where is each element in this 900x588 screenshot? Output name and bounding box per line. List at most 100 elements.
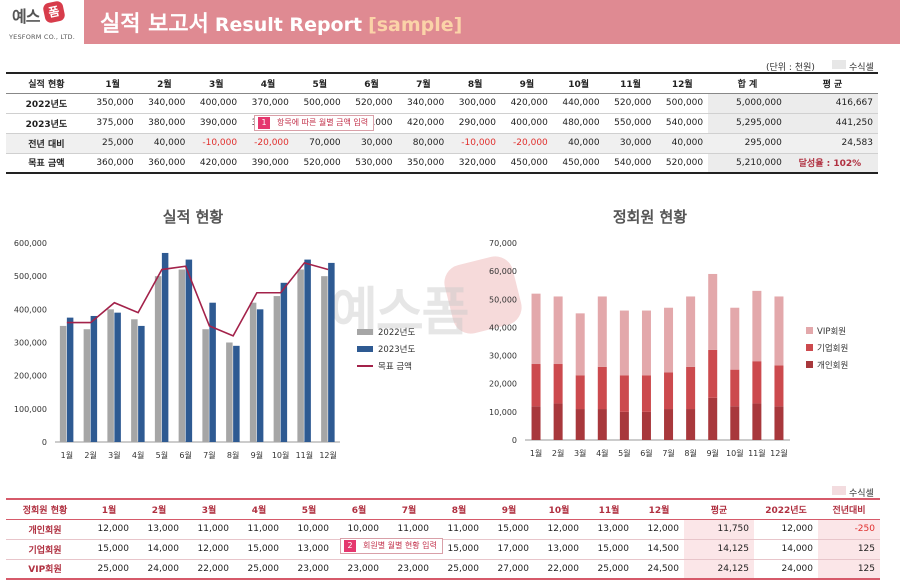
table-cell[interactable]: 40,000 <box>656 133 709 154</box>
bar-2023 <box>138 325 145 442</box>
table-cell[interactable]: 390,000 <box>190 113 243 134</box>
table-cell[interactable]: 15,000 <box>434 539 484 560</box>
table-cell[interactable]: 450,000 <box>552 153 605 174</box>
stacked-bar-segment <box>730 307 740 370</box>
table-cell[interactable]: 25,000 <box>86 133 139 154</box>
table-cell[interactable]: 10,000 <box>284 519 334 540</box>
table-cell[interactable]: 13,000 <box>534 539 584 560</box>
table-cell[interactable]: -10,000 <box>190 133 243 154</box>
table-cell[interactable]: 420,000 <box>190 153 243 174</box>
table-cell[interactable]: 15,000 <box>234 539 284 560</box>
table-cell[interactable]: 440,000 <box>552 93 605 114</box>
table-row: VIP회원 25,000 24,000 22,000 25,000 23,000 23,00… <box>6 559 880 580</box>
table-cell[interactable]: 12,000 <box>84 519 134 540</box>
table-cell[interactable]: 80,000 <box>397 133 450 154</box>
table-cell[interactable]: 30,000 <box>604 133 657 154</box>
table-cell[interactable]: 12,000 <box>184 539 234 560</box>
table-cell[interactable]: 15,000 <box>484 519 534 540</box>
column-header: 12월 <box>656 73 709 94</box>
table-cell[interactable]: 520,000 <box>656 153 709 174</box>
table-cell[interactable]: 340,000 <box>397 93 450 114</box>
stacked-bar-segment <box>664 372 674 410</box>
stacked-bar-segment <box>619 310 629 376</box>
table-cell[interactable]: 13,000 <box>134 519 184 540</box>
table-cell[interactable]: 420,000 <box>501 93 553 114</box>
table-cell[interactable]: 24,000 <box>134 559 184 580</box>
bar-2022 <box>249 302 257 442</box>
table-cell[interactable]: 25,000 <box>584 559 634 580</box>
table-cell[interactable]: 420,000 <box>397 113 450 134</box>
table-cell[interactable]: 350,000 <box>86 93 139 114</box>
table-cell[interactable]: 380,000 <box>138 113 191 134</box>
table-cell[interactable]: 370,000 <box>242 93 294 114</box>
table-cell[interactable]: 40,000 <box>552 133 605 154</box>
table-cell[interactable]: 390,000 <box>242 153 294 174</box>
table-cell[interactable]: 540,000 <box>656 113 709 134</box>
table-cell[interactable]: 500,000 <box>656 93 709 114</box>
table-cell[interactable]: 480,000 <box>552 113 605 134</box>
table-cell[interactable]: 23,000 <box>384 559 434 580</box>
table-cell[interactable]: 520,000 <box>293 153 346 174</box>
table-cell[interactable]: 15,000 <box>584 539 634 560</box>
table-cell[interactable]: 25,000 <box>234 559 284 580</box>
table-cell[interactable]: 30,000 <box>345 133 398 154</box>
table-cell[interactable]: 11,000 <box>184 519 234 540</box>
table-cell[interactable]: 24,500 <box>634 559 684 580</box>
table-cell[interactable]: 13,000 <box>584 519 634 540</box>
table-cell[interactable]: -10,000 <box>449 133 502 154</box>
table-cell[interactable]: 290,000 <box>449 113 502 134</box>
table-cell[interactable]: -20,000 <box>501 133 553 154</box>
table-cell[interactable]: 360,000 <box>86 153 139 174</box>
table-cell[interactable]: -20,000 <box>242 133 294 154</box>
table-cell[interactable]: 25,000 <box>434 559 484 580</box>
table-cell[interactable]: 11,000 <box>434 519 484 540</box>
table-cell[interactable]: 520,000 <box>345 93 398 114</box>
x-tick-label: 12월 <box>770 448 788 458</box>
table-cell[interactable]: 500,000 <box>293 93 346 114</box>
table-cell[interactable]: 12,000 <box>634 519 684 540</box>
row-label: 목표 금액 <box>6 153 87 174</box>
table-cell[interactable]: 40,000 <box>138 133 191 154</box>
callout-number: 2 <box>344 540 356 552</box>
table-cell[interactable]: 400,000 <box>501 113 553 134</box>
table-cell[interactable]: 530,000 <box>345 153 398 174</box>
table-cell[interactable]: 520,000 <box>604 93 657 114</box>
table-cell[interactable]: 375,000 <box>86 113 139 134</box>
bar-2022 <box>297 269 304 442</box>
table-cell[interactable]: 22,000 <box>534 559 584 580</box>
stacked-bar-segment <box>641 375 651 412</box>
column-header: 5월 <box>293 73 346 94</box>
table-cell[interactable]: 350,000 <box>397 153 450 174</box>
table-cell[interactable]: 23,000 <box>284 559 334 580</box>
table-cell[interactable]: 13,000 <box>284 539 334 560</box>
table-cell[interactable]: 15,000 <box>84 539 134 560</box>
table-cell[interactable]: 14,500 <box>634 539 684 560</box>
table-cell[interactable]: 320,000 <box>449 153 502 174</box>
table-cell[interactable]: 17,000 <box>484 539 534 560</box>
table-cell[interactable]: 11,000 <box>234 519 284 540</box>
table-cell[interactable]: 12,000 <box>534 519 584 540</box>
table-cell[interactable]: 22,000 <box>184 559 234 580</box>
table-row: 전년 대비 25,000 40,000 -10,000 -20,000 70,000 30,… <box>6 133 878 154</box>
table-cell[interactable]: 450,000 <box>501 153 553 174</box>
table-cell[interactable]: 340,000 <box>138 93 191 114</box>
stacked-bar-segment <box>575 313 585 376</box>
bar-2022 <box>107 309 114 442</box>
table-cell[interactable]: 550,000 <box>604 113 657 134</box>
table-cell[interactable]: 300,000 <box>449 93 502 114</box>
legend-label: VIP회원 <box>817 327 846 337</box>
table-cell[interactable]: 23,000 <box>334 559 384 580</box>
table-cell[interactable]: 70,000 <box>293 133 346 154</box>
table-row: 개인회원 12,000 13,000 11,000 11,000 10,000 10,000… <box>6 519 880 540</box>
table-cell[interactable]: 360,000 <box>138 153 191 174</box>
table-cell[interactable]: 400,000 <box>190 93 243 114</box>
table-cell[interactable]: 11,000 <box>384 519 434 540</box>
diff-cell: 125 <box>818 539 880 560</box>
table-cell[interactable]: 14,000 <box>134 539 184 560</box>
report-header: 예스 폼 YESFORM CO., LTD. 실적 보고서 Result Repo… <box>0 0 900 44</box>
table-cell[interactable]: 10,000 <box>334 519 384 540</box>
table-cell[interactable]: 27,000 <box>484 559 534 580</box>
table-cell[interactable]: 540,000 <box>604 153 657 174</box>
table-cell[interactable]: 25,000 <box>84 559 134 580</box>
